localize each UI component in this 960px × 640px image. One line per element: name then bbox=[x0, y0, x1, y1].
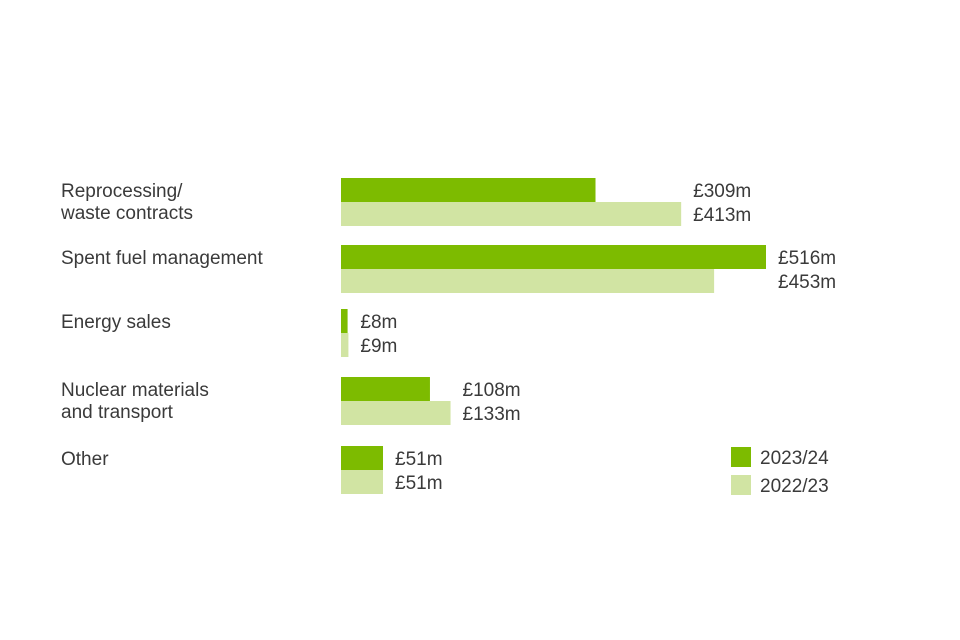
bar bbox=[341, 446, 384, 470]
category-label: Nuclear materials and transport bbox=[61, 380, 209, 423]
data-label: £51m bbox=[395, 449, 443, 470]
data-label: £453m bbox=[778, 272, 836, 293]
data-label: £51m bbox=[395, 473, 443, 494]
legend-label: 2022/23 bbox=[760, 476, 829, 497]
data-label: £516m bbox=[778, 248, 836, 269]
bar bbox=[341, 202, 682, 226]
bar bbox=[341, 269, 715, 293]
category-label-line: Other bbox=[61, 449, 109, 470]
legend-swatch bbox=[731, 475, 751, 495]
bar bbox=[341, 178, 596, 202]
category-label-line: waste contracts bbox=[60, 203, 193, 224]
bar bbox=[341, 309, 348, 333]
bar bbox=[341, 377, 430, 401]
category-label-line: and transport bbox=[61, 402, 174, 423]
data-label: £133m bbox=[463, 404, 521, 425]
category-label-line: Energy sales bbox=[61, 312, 171, 333]
bar bbox=[341, 470, 384, 494]
category-label-line: Spent fuel management bbox=[61, 248, 263, 269]
bar bbox=[341, 245, 766, 269]
data-label: £8m bbox=[360, 312, 397, 333]
category-label: Reprocessing/waste contracts bbox=[60, 181, 193, 224]
category-label-line: Reprocessing/ bbox=[61, 181, 183, 202]
bar bbox=[341, 401, 451, 425]
data-label: £413m bbox=[693, 205, 751, 226]
category-label: Energy sales bbox=[61, 312, 171, 333]
data-label: £9m bbox=[360, 336, 397, 357]
bar bbox=[341, 333, 349, 357]
category-label: Other bbox=[61, 449, 109, 470]
data-label: £108m bbox=[463, 380, 521, 401]
data-label: £309m bbox=[693, 181, 751, 202]
legend-label: 2023/24 bbox=[760, 448, 829, 469]
category-label: Spent fuel management bbox=[61, 248, 263, 269]
legend-swatch bbox=[731, 447, 751, 467]
category-label-line: Nuclear materials bbox=[61, 380, 209, 401]
